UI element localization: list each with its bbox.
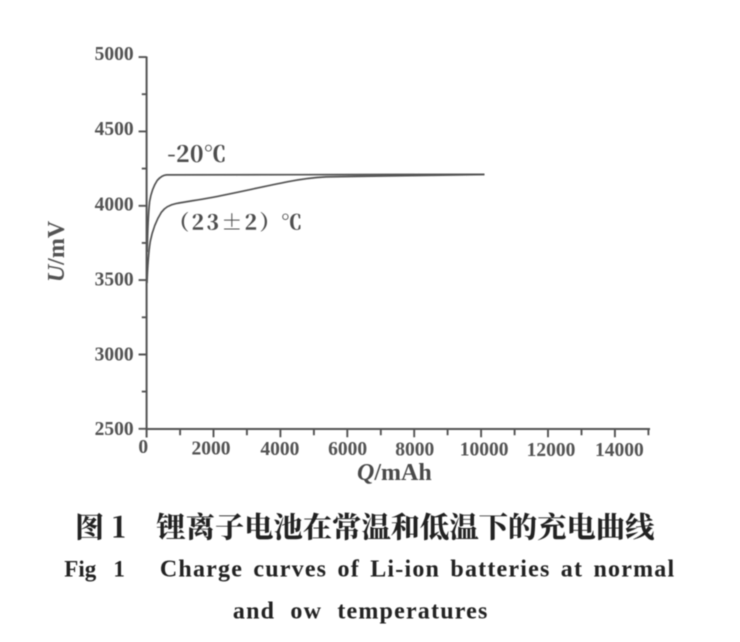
svg-text:4500: 4500 [95,119,134,140]
svg-text:0: 0 [138,437,148,458]
svg-text:10000: 10000 [460,440,509,461]
svg-text:2000: 2000 [192,439,231,460]
svg-text:U/mV: U/mV [44,220,70,282]
svg-text:and ow temperatures: and ow temperatures [233,599,489,625]
svg-text:Q/mAh: Q/mAh [357,460,432,486]
svg-text:Charge curves of Li-ion batter: Charge curves of Li-ion batteries at nor… [160,557,675,583]
svg-text:Fig: Fig [64,557,96,582]
svg-text:12000: 12000 [527,440,576,461]
svg-text:3000: 3000 [95,344,134,365]
svg-text:5000: 5000 [95,44,134,65]
svg-text:3500: 3500 [95,269,134,290]
svg-text:8000: 8000 [395,440,434,461]
svg-text:4000: 4000 [95,195,134,216]
svg-text:4000: 4000 [260,439,299,460]
svg-text:1: 1 [113,557,125,582]
svg-text:6000: 6000 [328,439,367,460]
svg-text:2500: 2500 [95,419,134,440]
svg-text:14000: 14000 [595,440,644,461]
